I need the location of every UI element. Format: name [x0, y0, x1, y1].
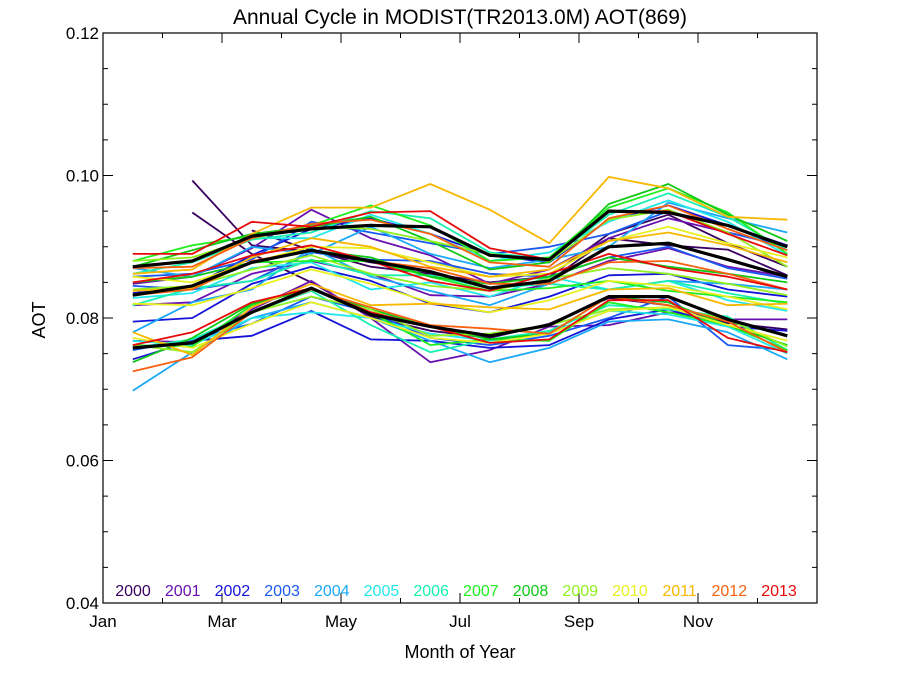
- legend-entry-2010: 2010: [612, 583, 648, 600]
- x-tick-label: Mar: [207, 612, 237, 631]
- series-line-2009: [132, 254, 788, 297]
- average-series-layer: [132, 209, 788, 350]
- y-tick-label: 0.06: [66, 452, 99, 471]
- x-tick-label: May: [325, 612, 358, 631]
- y-axis-label: AOT: [29, 301, 49, 338]
- legend-entry-2009: 2009: [562, 583, 598, 600]
- x-tick-label: Jan: [89, 612, 116, 631]
- legend-entry-2011: 2011: [662, 583, 697, 600]
- series-line-2004: [132, 301, 788, 392]
- series-line-2007: [132, 287, 788, 351]
- y-tick-label: 0.10: [66, 167, 99, 186]
- series-line-2004: [132, 201, 788, 278]
- x-tick-label: Jul: [449, 612, 471, 631]
- legend-entry-2013: 2013: [761, 583, 797, 600]
- series-line-2010: [132, 301, 788, 349]
- legend-entry-2007: 2007: [463, 583, 499, 600]
- y-tick-label: 0.12: [66, 24, 99, 43]
- average-line-3: [132, 286, 788, 350]
- legend: 2000 2001 2002 2003 2004 2005 2006 2007 2008 2009…: [115, 583, 797, 600]
- legend-entry-2002: 2002: [215, 583, 251, 600]
- legend-entry-2001: 2001: [165, 583, 201, 600]
- series-line-2013: [132, 287, 788, 354]
- x-tick-label: Nov: [683, 612, 714, 631]
- y-tick-label: 0.08: [66, 309, 99, 328]
- x-axis-label: Month of Year: [404, 642, 515, 662]
- average-line-1: [132, 209, 788, 269]
- series-line-2012: [132, 288, 788, 373]
- series-line-2011: [132, 231, 788, 292]
- average-line-2: [132, 241, 788, 297]
- chart-title: Annual Cycle in MODIST(TR2013.0M) AOT(86…: [233, 6, 687, 29]
- legend-entry-2004: 2004: [314, 583, 350, 600]
- legend-entry-2000: 2000: [115, 583, 151, 600]
- series-line-2008: [132, 183, 788, 271]
- x-tick-label: Sep: [564, 612, 594, 631]
- legend-entry-2003: 2003: [264, 583, 300, 600]
- series-line-2012: [132, 204, 788, 269]
- legend-entry-2008: 2008: [513, 583, 549, 600]
- series-line-2006: [132, 258, 788, 307]
- series-line-2010: [132, 268, 788, 314]
- y-tick-label: 0.04: [66, 594, 99, 613]
- series-line-2005: [132, 310, 788, 355]
- series-line-2002: [132, 308, 788, 361]
- legend-entry-2012: 2012: [712, 583, 748, 600]
- series-layer: [132, 176, 788, 392]
- legend-entry-2006: 2006: [413, 583, 449, 600]
- tick-layer: 0.04 0.06 0.08 0.10 0.12 Jan Mar May Jul Sep Nov: [66, 24, 818, 631]
- series-line-2011: [132, 282, 788, 356]
- series-line-2013: [132, 244, 788, 292]
- legend-entry-2005: 2005: [364, 583, 400, 600]
